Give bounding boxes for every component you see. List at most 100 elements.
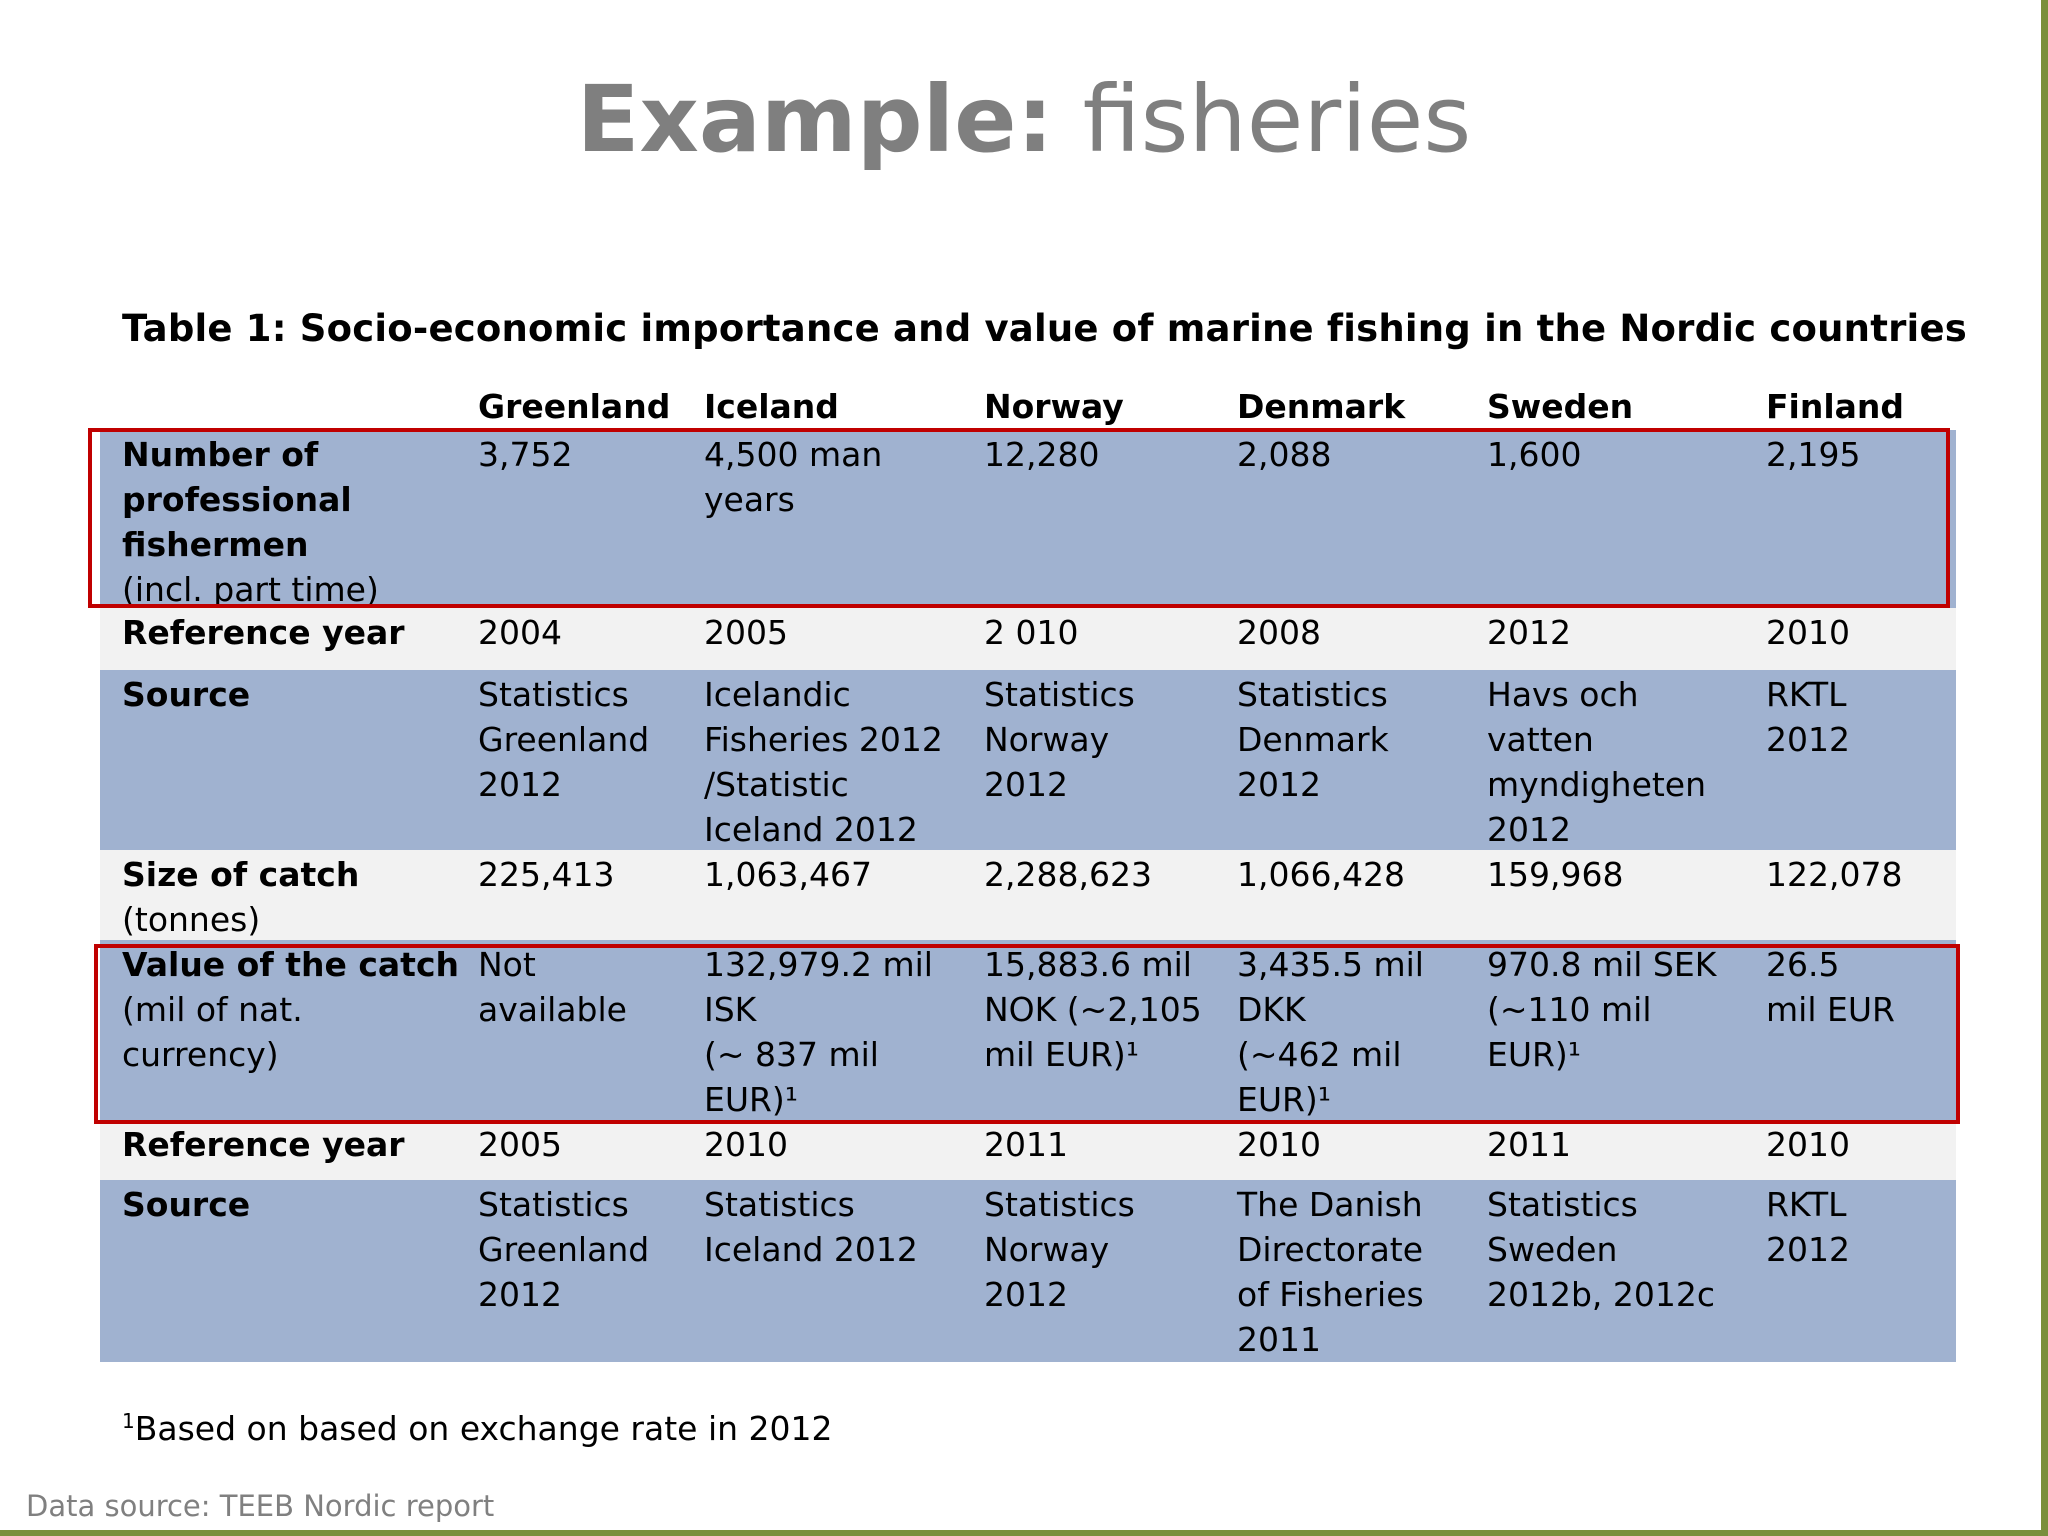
table-cell: Havs och [1487,675,1639,714]
table-cell: 159,968 [1487,855,1624,894]
row-label-note: (incl. part time) [122,570,379,609]
table-cell: 2012 [478,765,562,804]
table-cell: 2011 [984,1125,1068,1164]
row-label: Source [122,675,251,714]
table-cell: Iceland 2012 [704,810,918,849]
table-cell: 1,066,428 [1237,855,1405,894]
table-cell: DKK [1237,990,1306,1029]
row-label: Size of catch [122,855,360,894]
table-cell: vatten [1487,720,1594,759]
column-header-greenland: Greenland [478,387,671,426]
table-cell: 2012 [478,1275,562,1314]
table-cell: ISK [704,990,757,1029]
row-label: fishermen [122,525,309,564]
table-cell: 2012b, 2012c [1487,1275,1716,1314]
table-cell: years [704,480,795,519]
table-cell: 15,883.6 mil [984,945,1192,984]
table-cell: Statistics [1237,675,1388,714]
table-row [100,430,1956,608]
table-cell: mil EUR [1766,990,1895,1029]
table-cell: EUR)¹ [1487,1035,1582,1074]
row-label: professional [122,480,352,519]
table-cell: 2011 [1487,1125,1571,1164]
table-cell: /Statistic [704,765,849,804]
row-label: Reference year [122,1125,405,1164]
table-cell: Directorate [1237,1230,1424,1269]
row-label: Number of [122,435,319,474]
table-cell: 970.8 mil SEK [1487,945,1717,984]
row-label-note: (mil of nat. [122,990,303,1029]
table-cell: 2,195 [1766,435,1861,474]
table-cell: 2012 [984,1275,1068,1314]
table-cell: 1,600 [1487,435,1582,474]
table-cell: of Fisheries [1237,1275,1424,1314]
table-row [100,1180,1956,1362]
table-cell: myndigheten [1487,765,1707,804]
table-cell: Statistics [478,675,629,714]
column-header-denmark: Denmark [1237,387,1406,426]
column-header-sweden: Sweden [1487,387,1634,426]
table-cell: 2012 [1237,765,1321,804]
table-cell: 2012 [1487,810,1571,849]
table-row [100,608,1956,670]
table-cell: EUR)¹ [1237,1080,1332,1119]
table-cell: Statistics [984,675,1135,714]
table-cell: Icelandic [704,675,851,714]
table-row [100,940,1956,1120]
table-cell: 2005 [704,613,788,652]
table-cell: (~ 837 mil [704,1035,879,1074]
table-cell: 2010 [1766,1125,1850,1164]
table-cell: Greenland [478,720,650,759]
slide-title: Example: fisheries [0,60,2048,180]
column-header-iceland: Iceland [704,387,839,426]
row-label: Value of the catch [122,945,459,984]
row-label: Reference year [122,613,405,652]
table-cell: Sweden [1487,1230,1618,1269]
table-cell: 4,500 man [704,435,883,474]
row-label: Source [122,1185,251,1224]
table-row [100,850,1956,940]
table-cell: Statistics [478,1185,629,1224]
table-cell: Denmark [1237,720,1389,759]
highlight-box [88,428,1950,608]
row-label-note: (tonnes) [122,900,261,939]
table-cell: 12,280 [984,435,1100,474]
footnote-text: Based on based on exchange rate in 2012 [134,1409,833,1448]
table-cell: 2008 [1237,613,1321,652]
table-caption: Table 1: Socio-economic importance and v… [122,307,1967,350]
table-cell: Statistics [704,1185,855,1224]
table-cell: 2,088 [1237,435,1332,474]
table-cell: 122,078 [1766,855,1903,894]
table-cell: 2,288,623 [984,855,1152,894]
table-cell: available [478,990,627,1029]
table-cell: 26.5 [1766,945,1840,984]
table-cell: Norway [984,1230,1110,1269]
table-cell: mil EUR)¹ [984,1035,1140,1074]
table-cell: RKTL [1766,675,1847,714]
table-cell: 225,413 [478,855,615,894]
table-cell: 2012 [1766,720,1850,759]
table-cell: Not [478,945,536,984]
footnote-marker: 1 [122,1409,135,1433]
table-cell: 1,063,467 [704,855,872,894]
table-cell: 2012 [1487,613,1571,652]
column-header-norway: Norway [984,387,1124,426]
table-cell: The Danish [1237,1185,1423,1224]
table-cell: 2 010 [984,613,1079,652]
table-cell: 2010 [704,1125,788,1164]
row-label-note: currency) [122,1035,279,1074]
table-cell: 3,435.5 mil [1237,945,1424,984]
table-cell: Fisheries 2012 [704,720,943,759]
table-cell: Statistics [1487,1185,1638,1224]
highlight-box [94,944,1960,1124]
table-cell: 132,979.2 mil [704,945,933,984]
table-row [100,670,1956,850]
slide-frame-bottom [0,1530,2048,1536]
table-cell: EUR)¹ [704,1080,799,1119]
table-cell: 3,752 [478,435,573,474]
table-cell: RKTL [1766,1185,1847,1224]
table-cell: NOK (~2,105 [984,990,1202,1029]
table-cell: Greenland [478,1230,650,1269]
data-source-label: Data source: TEEB Nordic report [26,1489,495,1523]
slide-title-rest: fisheries [1053,66,1472,173]
